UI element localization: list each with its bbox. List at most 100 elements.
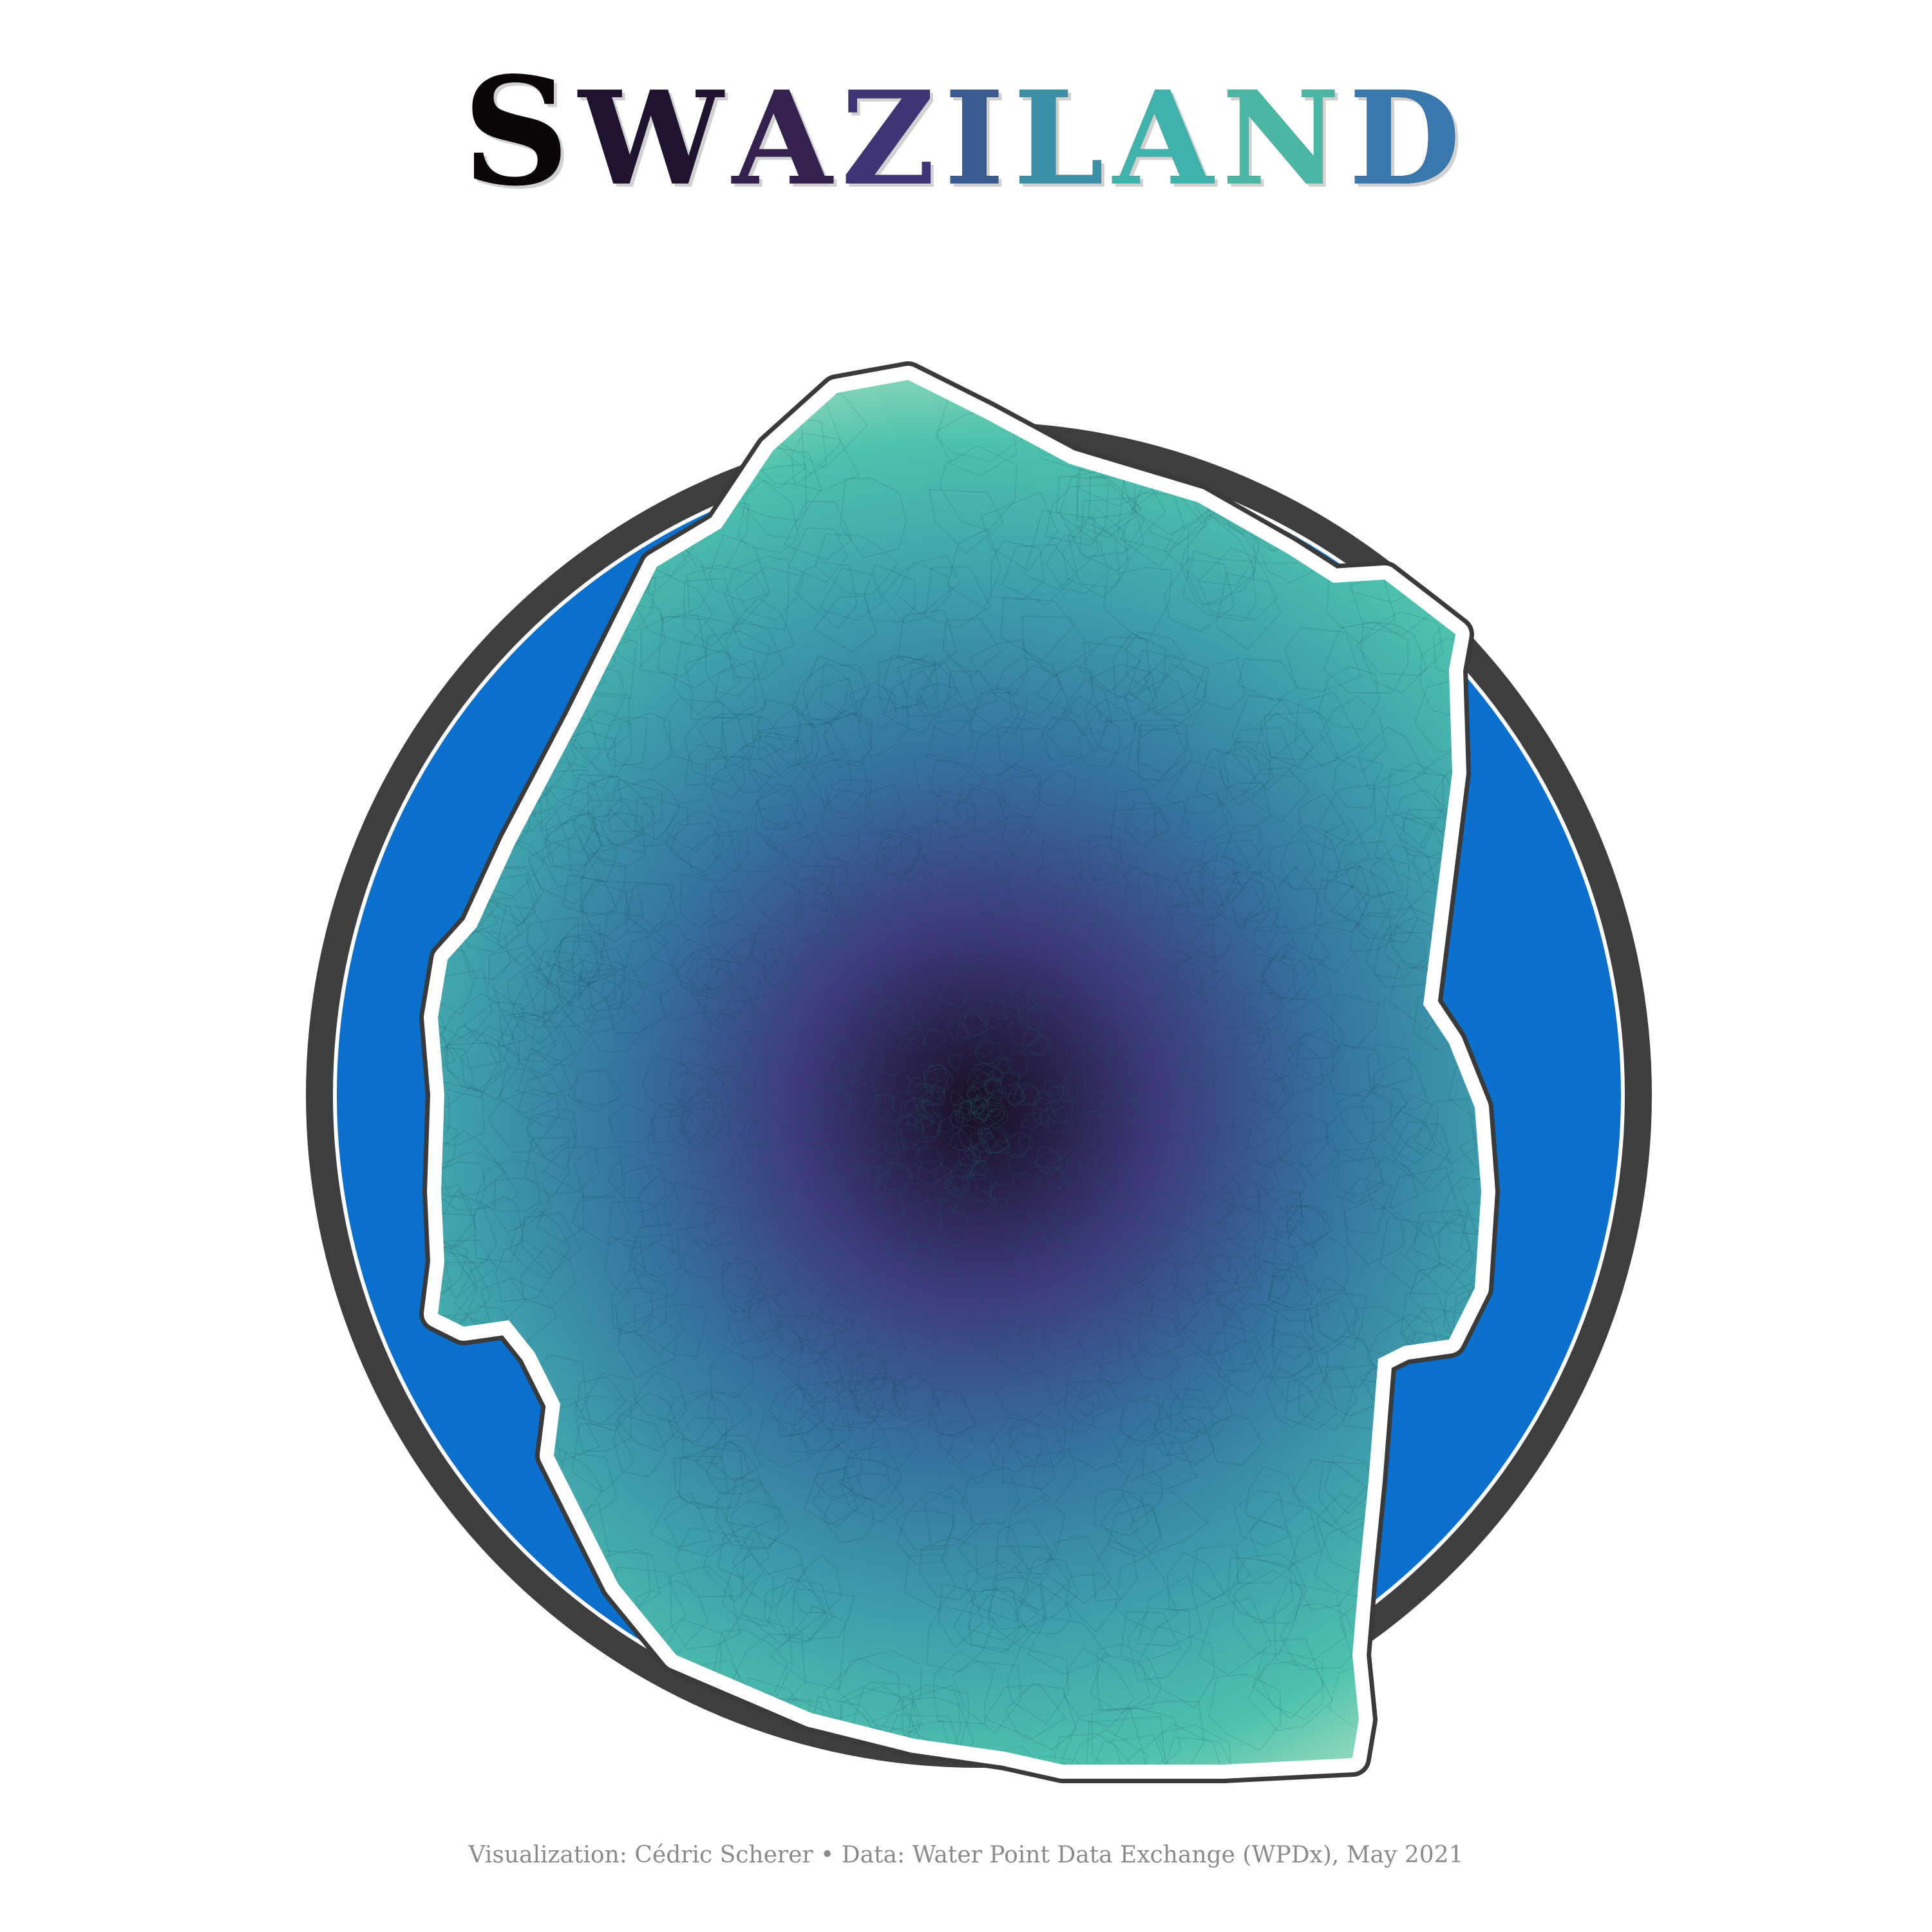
voronoi-cell [707,918,755,965]
voronoi-cell [582,883,631,936]
voronoi-cell [1332,1148,1383,1198]
voronoi-cell [1323,621,1409,694]
voronoi-cell [889,1139,922,1171]
voronoi-cell [938,1211,971,1249]
voronoi-cell [1296,1027,1342,1079]
voronoi-cell [1132,1342,1182,1381]
voronoi-cell [1075,476,1136,538]
voronoi-cell [1256,1157,1307,1215]
voronoi-cell [747,1294,784,1342]
voronoi-cell [866,1245,895,1280]
voronoi-cell [1296,1233,1350,1291]
voronoi-cell [996,1241,1026,1268]
voronoi-cell [1209,871,1264,923]
voronoi-cell [1120,1095,1153,1127]
voronoi-cell [838,1473,905,1523]
voronoi-cell [886,1235,918,1260]
voronoi-cell [1385,768,1444,849]
voronoi-cell [1003,980,1036,1019]
voronoi-cell [926,1605,996,1672]
voronoi-cell [958,1099,974,1115]
voronoi-cell [1020,1112,1044,1130]
voronoi-cell [817,1300,855,1340]
voronoi-cell [1037,717,1095,768]
voronoi-cell [580,880,644,943]
voronoi-cell [1222,824,1264,869]
voronoi-cell [768,1383,825,1437]
voronoi-cell [1176,1067,1215,1099]
voronoi-cell [922,1236,954,1267]
voronoi-cell [918,1098,940,1122]
voronoi-cell [1029,1211,1061,1245]
voronoi-cell [883,669,940,735]
voronoi-cell [897,1307,936,1357]
voronoi-cell [846,1079,882,1117]
voronoi-cell [931,1086,945,1100]
voronoi-cell [1092,1539,1138,1602]
voronoi-cell [903,1242,939,1270]
voronoi-cell [1367,1043,1413,1090]
voronoi-cell [965,857,998,894]
voronoi-cell [499,1066,553,1115]
voronoi-cell [925,719,974,762]
voronoi-cell [1046,1098,1073,1124]
voronoi-cell [777,1339,832,1400]
voronoi-cell [1356,611,1443,676]
voronoi-cell [837,1061,875,1102]
voronoi-cell [933,1176,958,1201]
voronoi-cell [1035,960,1066,996]
voronoi-cell [667,1388,717,1443]
voronoi-cell [1176,985,1218,1019]
voronoi-cell [876,1161,912,1192]
voronoi-cell [936,1116,954,1133]
voronoi-cell [223,1237,314,1335]
voronoi-cell [1147,663,1206,728]
voronoi-cell [897,609,957,668]
voronoi-cell [1170,1353,1231,1409]
voronoi-cell [794,723,846,779]
voronoi-cell [509,1208,571,1280]
voronoi-cell [1164,760,1229,813]
voronoi-cell [1057,985,1085,1011]
voronoi-cell [796,1145,835,1189]
voronoi-cell [1058,1072,1088,1103]
voronoi-cell [535,950,591,1005]
voronoi-cell [923,1029,947,1051]
voronoi-cell [1228,1021,1265,1060]
voronoi-cell [1226,1557,1294,1623]
voronoi-cell [447,1042,511,1094]
voronoi-cell [739,1117,772,1152]
voronoi-cell [721,1261,769,1312]
voronoi-cell [674,949,721,994]
voronoi-cell [1410,1616,1481,1697]
voronoi-cell [640,614,706,677]
voronoi-cell [1294,692,1364,767]
voronoi-cell [724,555,790,631]
voronoi-cell [771,1179,809,1220]
page-title: SWAZILAND [0,56,1932,208]
voronoi-cell [990,907,1035,945]
voronoi-cell [788,1407,835,1455]
voronoi-cell [1034,1092,1055,1111]
voronoi-cell [688,1124,737,1179]
voronoi-cell [1253,1638,1325,1720]
voronoi-cell [1405,1220,1474,1294]
voronoi-cell [1137,1574,1203,1647]
voronoi-cell [1331,993,1379,1050]
voronoi-cell [973,1113,987,1124]
voronoi-cell [994,656,1063,717]
voronoi-cell [868,1427,919,1470]
voronoi-cell [1289,1520,1364,1611]
voronoi-cell [786,1153,831,1193]
voronoi-cell [475,1157,542,1211]
voronoi-cell [556,960,616,1011]
voronoi-cell [1221,1200,1256,1236]
voronoi-cell [1090,1653,1151,1714]
voronoi-cell [727,1296,772,1345]
voronoi-cell [1298,1366,1358,1431]
voronoi-cell [1007,1018,1043,1046]
voronoi-cell [1321,1044,1384,1097]
voronoi-cell [958,1148,979,1167]
voronoi-cell [1271,1332,1314,1377]
voronoi-cell [1111,1701,1205,1765]
